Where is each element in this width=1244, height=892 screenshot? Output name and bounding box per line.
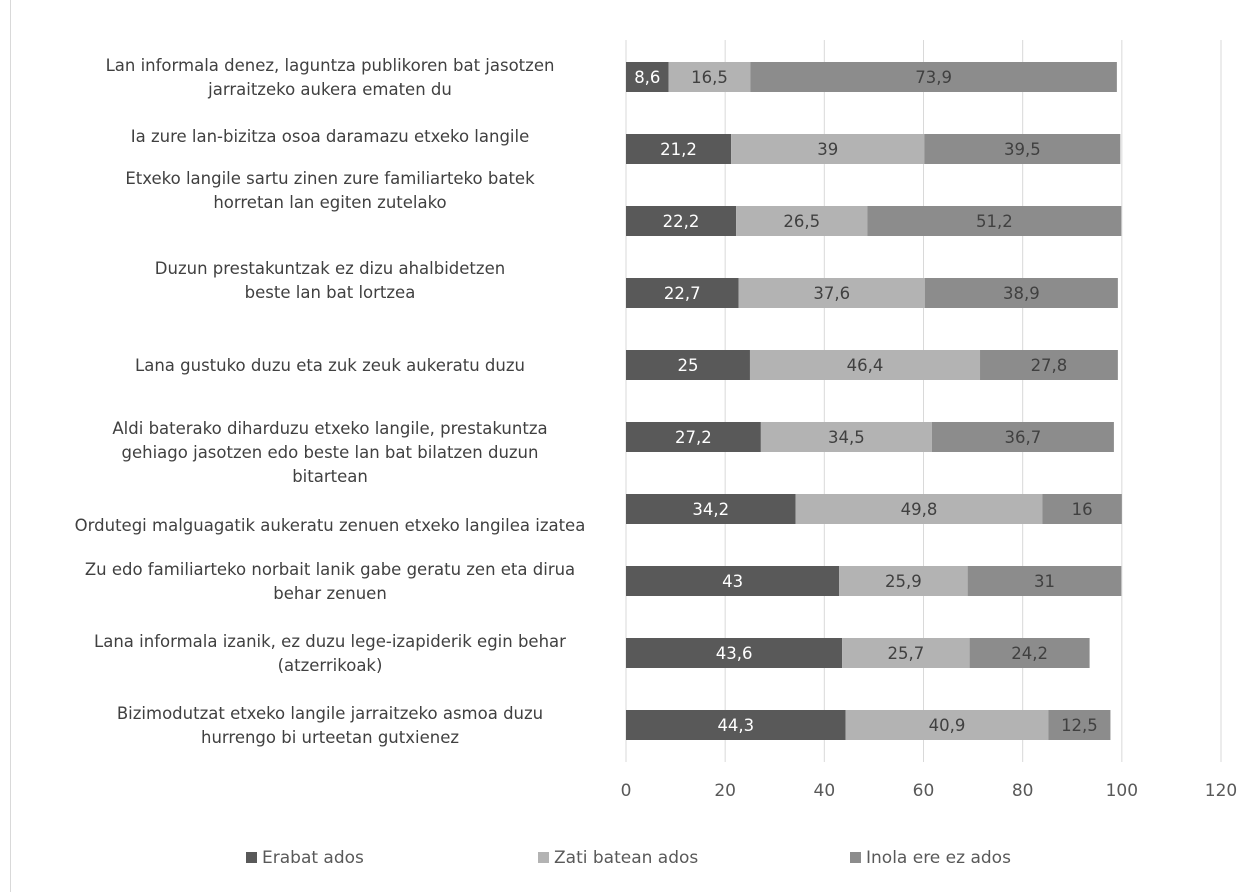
data-label: 39,5 [1004, 140, 1041, 159]
category-label: Ia zure lan-bizitza osoa daramazu etxeko… [131, 127, 530, 146]
data-label: 44,3 [717, 716, 754, 735]
category-label: Aldi baterako diharduzu etxeko langile, … [112, 419, 547, 438]
bar-1-row-4 [626, 278, 739, 308]
data-label: 73,9 [915, 68, 952, 87]
bar-2-row-10 [845, 710, 1049, 740]
x-tick-label: 0 [621, 781, 632, 801]
data-label: 36,7 [1005, 428, 1042, 447]
x-axis-ticks: 0 20 40 60 80 100 120 [621, 781, 1238, 801]
data-label: 24,2 [1011, 644, 1048, 663]
legend-label-3: Inola ere ez ados [866, 848, 1011, 868]
bar-1-row-2 [626, 134, 732, 164]
data-label: 12,5 [1061, 716, 1098, 735]
category-label: (atzerrikoak) [278, 656, 383, 675]
bar-3-row-4 [924, 278, 1118, 308]
category-label: Etxeko langile sartu zinen zure familiar… [125, 169, 535, 188]
data-label: 25 [677, 356, 698, 375]
x-tick-label: 80 [1012, 781, 1034, 801]
bar-1-row-3 [626, 206, 737, 236]
legend-label-1: Erabat ados [262, 848, 364, 868]
bar-3-row-5 [980, 350, 1118, 380]
category-label: Ordutegi malguagatik aukeratu zenuen etx… [75, 516, 586, 535]
bar-2-row-5 [749, 350, 981, 380]
bar-2-row-4 [738, 278, 925, 308]
data-label: 31 [1034, 572, 1055, 591]
legend: Erabat ados Zati batean ados Inola ere ez … [246, 848, 1011, 868]
data-label: 37,6 [813, 284, 850, 303]
bar-1-row-8 [626, 566, 840, 596]
bar-2-row-9 [842, 638, 970, 668]
data-label: 43,6 [716, 644, 753, 663]
bar-3-row-6 [931, 422, 1114, 452]
data-label: 16,5 [691, 68, 728, 87]
category-label: Lana informala izanik, ez duzu lege-izap… [94, 632, 566, 651]
category-label: horretan lan egiten zutelako [213, 193, 446, 212]
data-label: 26,5 [783, 212, 820, 231]
bar-2-row-6 [760, 422, 932, 452]
bar-3-row-8 [967, 566, 1122, 596]
legend-swatch-2 [538, 852, 549, 863]
data-label: 22,2 [663, 212, 700, 231]
category-label: Lana gustuko duzu eta zuk zeuk aukeratu … [135, 356, 525, 375]
chart-frame [10, 0, 1244, 892]
data-label: 34,2 [692, 500, 729, 519]
x-tick-label: 60 [913, 781, 935, 801]
data-label: 34,5 [828, 428, 865, 447]
data-label: 39 [817, 140, 838, 159]
bar-2-row-8 [839, 566, 968, 596]
bar-2-row-7 [795, 494, 1043, 524]
category-label: bitartean [292, 467, 368, 486]
bar-3-row-9 [969, 638, 1090, 668]
data-label: 27,8 [1031, 356, 1068, 375]
data-label: 38,9 [1003, 284, 1040, 303]
category-label: gehiago jasotzen edo beste lan bat bilat… [122, 443, 539, 462]
category-label: Duzun prestakuntzak ez dizu ahalbidetzen [155, 259, 505, 278]
category-labels: Lan informala denez, laguntza publikoren… [75, 56, 586, 747]
bar-3-row-3 [867, 206, 1122, 236]
data-label: 16 [1072, 500, 1093, 519]
bar-3-row-7 [1042, 494, 1122, 524]
bar-3-row-10 [1048, 710, 1111, 740]
category-label: Bizimodutzat etxeko langile jarraitzeko … [117, 704, 543, 723]
data-label: 27,2 [675, 428, 712, 447]
bar-series: 8,6 16,5 73,9 21,2 39 39,5 22,2 26,5 51,2 22,7 37,… [626, 62, 1122, 740]
data-label: 21,2 [660, 140, 697, 159]
bar-1-row-5 [626, 350, 750, 380]
bar-2-row-3 [736, 206, 868, 236]
data-label: 51,2 [976, 212, 1013, 231]
category-label: behar zenuen [273, 584, 387, 603]
x-tick-label: 40 [814, 781, 836, 801]
data-label: 8,6 [634, 68, 660, 87]
data-label: 22,7 [664, 284, 701, 303]
data-label: 43 [722, 572, 743, 591]
data-label: 40,9 [929, 716, 966, 735]
bar-3-row-1 [750, 62, 1117, 92]
x-tick-label: 100 [1106, 781, 1138, 801]
category-label: beste lan bat lortzea [245, 283, 416, 302]
legend-swatch-3 [850, 852, 861, 863]
x-tick-label: 20 [714, 781, 736, 801]
x-tick-label: 120 [1205, 781, 1237, 801]
bar-1-row-9 [626, 638, 843, 668]
category-label: Zu edo familiarteko norbait lanik gabe g… [85, 560, 575, 579]
bar-3-row-2 [924, 134, 1121, 164]
bar-1-row-1 [626, 62, 669, 92]
legend-label-2: Zati batean ados [554, 848, 698, 868]
data-label: 25,7 [888, 644, 925, 663]
bar-1-row-7 [626, 494, 796, 524]
category-label: hurrengo bi urteetan gutxienez [201, 728, 459, 747]
bar-1-row-10 [626, 710, 846, 740]
bar-1-row-6 [626, 422, 761, 452]
bar-2-row-1 [668, 62, 751, 92]
data-label: 25,9 [885, 572, 922, 591]
category-label: Lan informala denez, laguntza publikoren… [106, 56, 555, 75]
category-label: jarraitzeko aukera ematen du [207, 80, 452, 99]
data-label: 46,4 [847, 356, 884, 375]
bar-2-row-2 [731, 134, 925, 164]
data-label: 49,8 [901, 500, 938, 519]
legend-swatch-1 [246, 852, 257, 863]
